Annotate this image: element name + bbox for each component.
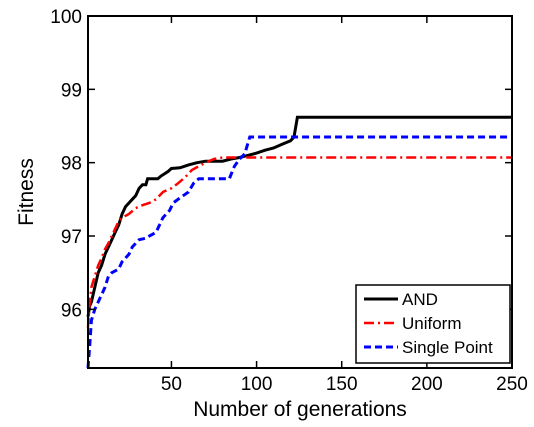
legend: AND Uniform Single Point	[355, 284, 511, 364]
series-layer	[86, 115, 512, 369]
series-line-uniform	[86, 156, 512, 328]
series-line-and	[86, 115, 512, 317]
y-tick-label: 100	[50, 7, 82, 28]
y-tick-label: 96	[61, 300, 82, 321]
x-axis-label: Number of generations	[193, 398, 407, 421]
axes-layer: 50 100 150 200 250 96 97 98 99 100	[50, 7, 528, 395]
y-axis-label: Fitness	[15, 158, 38, 226]
y-tick-label: 98	[61, 154, 82, 175]
plot-frame	[87, 15, 513, 369]
x-tick-label: 200	[411, 374, 443, 395]
y-tick-label: 97	[61, 227, 82, 248]
legend-label: AND	[402, 290, 438, 309]
y-tick-label: 99	[61, 80, 82, 101]
legend-label: Single Point	[402, 338, 493, 357]
x-tick-label: 150	[326, 374, 358, 395]
legend-label: Uniform	[402, 314, 462, 333]
legend-items: AND Uniform Single Point	[364, 290, 493, 357]
x-tick-label: 50	[161, 374, 182, 395]
x-tick-label: 100	[241, 374, 273, 395]
series-line-single-point	[86, 135, 512, 369]
x-tick-label: 250	[496, 374, 528, 395]
